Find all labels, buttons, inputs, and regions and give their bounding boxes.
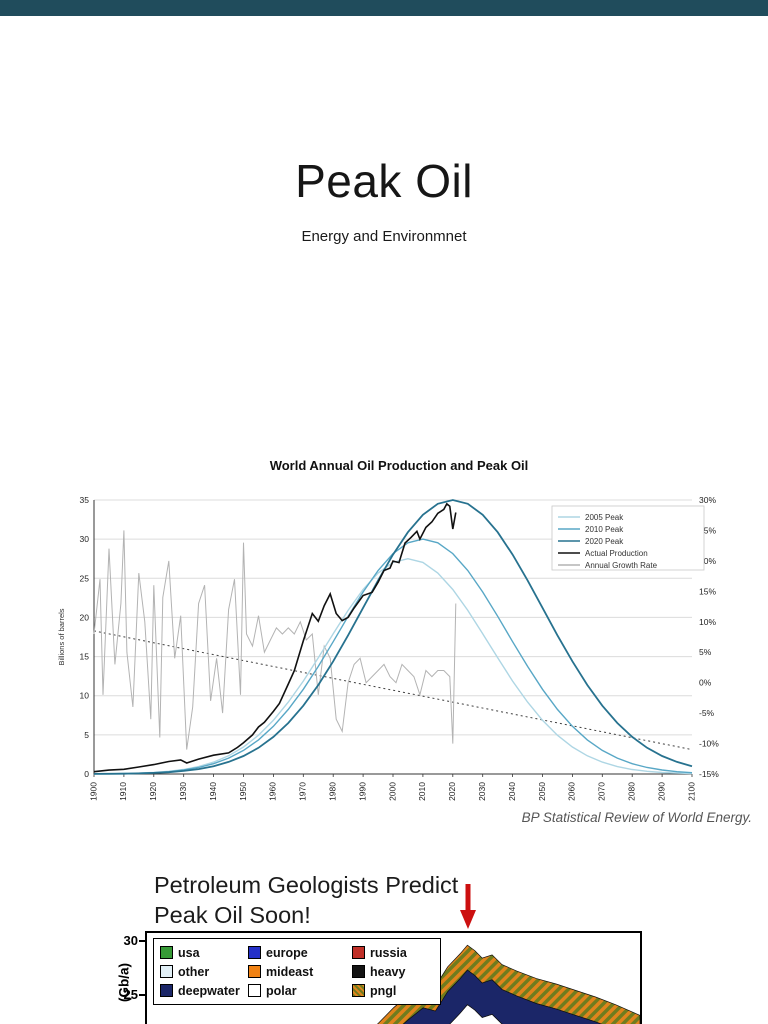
svg-text:2070: 2070 bbox=[597, 782, 607, 801]
svg-text:1940: 1940 bbox=[208, 782, 218, 801]
legend-label: other bbox=[178, 964, 210, 979]
pngl-swatch-icon bbox=[352, 984, 365, 997]
svg-text:2080: 2080 bbox=[626, 782, 636, 801]
svg-text:-10%: -10% bbox=[699, 739, 719, 749]
svg-text:20: 20 bbox=[80, 612, 90, 622]
prediction-heading-line1: Petroleum Geologists Predict bbox=[154, 872, 459, 898]
legend-label: polar bbox=[266, 983, 297, 998]
stack-y-axis-label: (Gb/a) bbox=[116, 963, 132, 1002]
russia-swatch-icon bbox=[352, 946, 365, 959]
legend-label: heavy bbox=[370, 964, 406, 979]
svg-text:2060: 2060 bbox=[567, 782, 577, 801]
page-subtitle: Energy and Environmnet bbox=[301, 228, 467, 245]
svg-text:Actual Production: Actual Production bbox=[585, 549, 648, 558]
red-down-arrow-icon bbox=[459, 884, 477, 930]
legend-item-russia: russia bbox=[352, 943, 434, 962]
legend-label: usa bbox=[178, 945, 200, 960]
polar-swatch-icon bbox=[248, 984, 261, 997]
svg-text:1930: 1930 bbox=[178, 782, 188, 801]
stack-ytickmark-30 bbox=[139, 940, 145, 942]
svg-text:1900: 1900 bbox=[88, 782, 98, 801]
svg-text:2010: 2010 bbox=[417, 782, 427, 801]
stack-ytick-25: 25 bbox=[123, 987, 138, 1002]
other-swatch-icon bbox=[160, 965, 173, 978]
svg-text:10: 10 bbox=[80, 691, 90, 701]
svg-text:2030: 2030 bbox=[477, 782, 487, 801]
svg-text:5: 5 bbox=[84, 730, 89, 740]
legend-label: europe bbox=[266, 945, 308, 960]
svg-text:2050: 2050 bbox=[537, 782, 547, 801]
svg-text:1970: 1970 bbox=[298, 782, 308, 801]
legend-item-usa: usa bbox=[160, 943, 244, 962]
production-chart-block: World Annual Oil Production and Peak Oil… bbox=[54, 458, 744, 818]
stack-legend: usa europe russia other mideast heavy deepwate… bbox=[153, 938, 441, 1005]
svg-text:1990: 1990 bbox=[357, 782, 367, 801]
svg-text:2020: 2020 bbox=[447, 782, 457, 801]
legend-item-mideast: mideast bbox=[248, 962, 348, 981]
legend-label: russia bbox=[370, 945, 407, 960]
stack-ytick-30: 30 bbox=[123, 933, 138, 948]
svg-text:-15%: -15% bbox=[699, 769, 719, 779]
svg-text:35: 35 bbox=[80, 495, 90, 505]
svg-text:2090: 2090 bbox=[656, 782, 666, 801]
viewer-top-bar bbox=[0, 0, 768, 16]
svg-text:0: 0 bbox=[84, 769, 89, 779]
svg-text:1920: 1920 bbox=[148, 782, 158, 801]
svg-text:Annual Growth Rate: Annual Growth Rate bbox=[585, 561, 658, 570]
production-chart: 0 5 10 15 20 25 30 35 30% 25% 20% 15% 10% 5% 0% -5% -10%… bbox=[54, 486, 744, 818]
svg-text:2005 Peak: 2005 Peak bbox=[585, 513, 624, 522]
svg-text:1980: 1980 bbox=[327, 782, 337, 801]
svg-text:2010 Peak: 2010 Peak bbox=[585, 525, 624, 534]
stacked-area-chart: usa europe russia other mideast heavy deepwate… bbox=[145, 931, 642, 1024]
heavy-swatch-icon bbox=[352, 965, 365, 978]
svg-text:25: 25 bbox=[80, 573, 90, 583]
svg-text:1960: 1960 bbox=[268, 782, 278, 801]
svg-text:25%: 25% bbox=[699, 525, 716, 535]
legend-item-deepwater: deepwater bbox=[160, 981, 244, 1000]
svg-text:30: 30 bbox=[80, 534, 90, 544]
source-caption: BP Statistical Review of World Energy. bbox=[521, 810, 752, 825]
production-chart-title: World Annual Oil Production and Peak Oil bbox=[269, 458, 529, 473]
legend-item-pngl: pngl bbox=[352, 981, 434, 1000]
svg-text:Billions of barrels: Billions of barrels bbox=[57, 608, 66, 665]
svg-text:5%: 5% bbox=[699, 647, 712, 657]
svg-text:2020 Peak: 2020 Peak bbox=[585, 537, 624, 546]
svg-text:2000: 2000 bbox=[387, 782, 397, 801]
svg-text:15%: 15% bbox=[699, 586, 716, 596]
svg-text:-5%: -5% bbox=[699, 708, 715, 718]
svg-text:10%: 10% bbox=[699, 617, 716, 627]
svg-text:1910: 1910 bbox=[118, 782, 128, 801]
legend-label: deepwater bbox=[178, 983, 240, 998]
legend-item-other: other bbox=[160, 962, 244, 981]
usa-swatch-icon bbox=[160, 946, 173, 959]
svg-text:0%: 0% bbox=[699, 678, 712, 688]
mideast-swatch-icon bbox=[248, 965, 261, 978]
svg-text:20%: 20% bbox=[699, 556, 716, 566]
svg-text:2040: 2040 bbox=[507, 782, 517, 801]
page-title: Peak Oil bbox=[295, 155, 473, 207]
svg-text:1950: 1950 bbox=[238, 782, 248, 801]
stack-ytickmark-25 bbox=[139, 994, 145, 996]
svg-text:15: 15 bbox=[80, 652, 90, 662]
legend-label: mideast bbox=[266, 964, 314, 979]
svg-text:2100: 2100 bbox=[686, 782, 696, 801]
legend-label: pngl bbox=[370, 983, 397, 998]
deepwater-swatch-icon bbox=[160, 984, 173, 997]
legend-item-europe: europe bbox=[248, 943, 348, 962]
svg-text:30%: 30% bbox=[699, 495, 716, 505]
europe-swatch-icon bbox=[248, 946, 261, 959]
legend-item-heavy: heavy bbox=[352, 962, 434, 981]
prediction-heading-line2: Peak Oil Soon! bbox=[154, 902, 311, 928]
legend-item-polar: polar bbox=[248, 981, 348, 1000]
